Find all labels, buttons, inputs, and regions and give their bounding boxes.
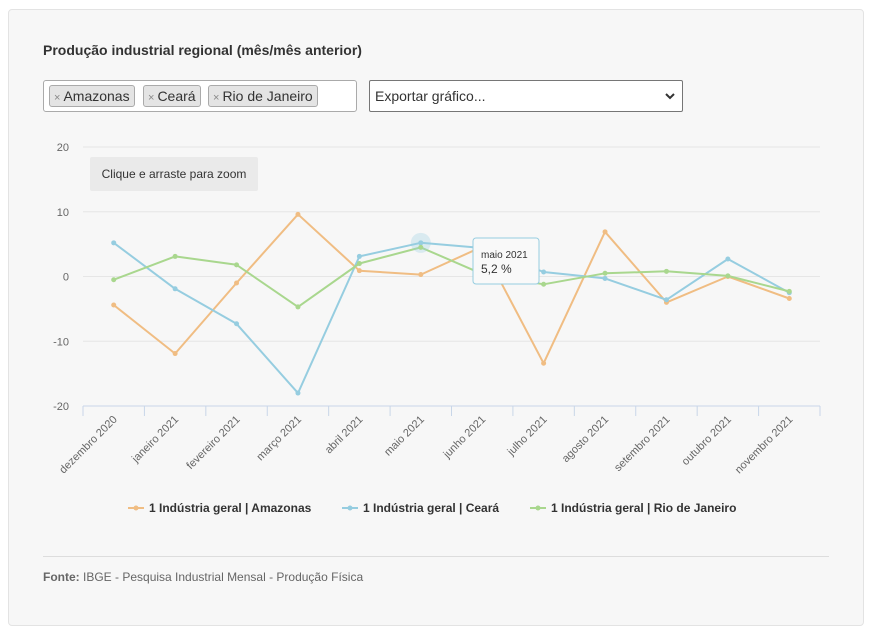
- data-point[interactable]: [418, 272, 424, 278]
- data-point[interactable]: [356, 261, 362, 267]
- data-point[interactable]: [663, 268, 669, 274]
- x-tick-label: julho 2021: [505, 414, 550, 459]
- export-select[interactable]: Exportar gráfico...: [369, 80, 683, 112]
- x-tick-label: dezembro 2020: [57, 414, 120, 477]
- tag-ceara[interactable]: × Ceará: [143, 85, 201, 107]
- tag-label: Amazonas: [63, 88, 130, 104]
- data-point[interactable]: [111, 240, 117, 246]
- tag-label: Rio de Janeiro: [222, 88, 313, 104]
- export-select-value: Exportar gráfico...: [375, 88, 486, 104]
- tag-label: Ceará: [157, 88, 196, 104]
- data-point[interactable]: [541, 281, 547, 287]
- legend-item-3[interactable]: 1 Indústria geral | Rio de Janeiro: [530, 501, 736, 515]
- data-point[interactable]: [111, 302, 117, 308]
- data-point[interactable]: [111, 277, 117, 283]
- data-point[interactable]: [295, 390, 301, 396]
- data-point[interactable]: [786, 296, 792, 302]
- data-point[interactable]: [541, 269, 547, 275]
- data-point[interactable]: [234, 280, 240, 286]
- data-point[interactable]: [295, 304, 301, 310]
- data-point[interactable]: [602, 229, 608, 235]
- data-point[interactable]: [541, 360, 547, 366]
- remove-icon[interactable]: ×: [148, 92, 155, 104]
- series-line-2[interactable]: [113, 241, 790, 395]
- data-point[interactable]: [172, 253, 178, 259]
- chevron-down-icon: [665, 93, 675, 100]
- zoom-hint: Clique e arraste para zoom: [90, 157, 258, 191]
- x-tick-label: maio 2021: [382, 414, 427, 459]
- remove-icon[interactable]: ×: [213, 92, 220, 104]
- data-point[interactable]: [172, 286, 178, 292]
- data-point[interactable]: [234, 321, 240, 327]
- x-tick-label: abril 2021: [323, 414, 366, 457]
- x-tick-label: fevereiro 2021: [184, 414, 242, 472]
- data-point[interactable]: [602, 270, 608, 276]
- data-point[interactable]: [725, 256, 731, 262]
- source-label: Fonte:: [43, 570, 80, 584]
- x-tick-label: outubro 2021: [680, 414, 734, 468]
- legend-label: 1 Indústria geral | Amazonas: [149, 501, 312, 515]
- legend-label: 1 Indústria geral | Ceará: [363, 501, 499, 515]
- series-line-3[interactable]: [113, 246, 790, 308]
- x-tick-label: junho 2021: [441, 414, 489, 462]
- legend-item-2[interactable]: 1 Indústria geral | Ceará: [342, 501, 499, 515]
- data-point[interactable]: [663, 297, 669, 303]
- source-text: IBGE - Pesquisa Industrial Mensal - Prod…: [83, 570, 364, 584]
- zoom-hint-text: Clique e arraste para zoom: [102, 167, 247, 181]
- tooltip-value: 5,2 %: [481, 262, 512, 276]
- data-point[interactable]: [418, 240, 424, 246]
- data-point[interactable]: [786, 288, 792, 294]
- data-point[interactable]: [602, 275, 608, 281]
- y-tick-label: 20: [57, 142, 69, 154]
- y-tick-label: -10: [53, 336, 69, 348]
- region-filter[interactable]: × Amazonas × Ceará × Rio de Janeiro: [43, 80, 357, 112]
- divider: [43, 556, 829, 557]
- data-point[interactable]: [725, 273, 731, 279]
- data-point[interactable]: [356, 253, 362, 259]
- source-note: Fonte: IBGE - Pesquisa Industrial Mensal…: [43, 570, 363, 584]
- x-tick-label: setembro 2021: [612, 414, 672, 474]
- data-point[interactable]: [295, 211, 301, 217]
- x-tick-label: janeiro 2021: [129, 414, 181, 466]
- tooltip-label: maio 2021: [481, 250, 528, 261]
- x-tick-label: março 2021: [255, 414, 305, 464]
- x-tick-label: agosto 2021: [560, 414, 611, 465]
- chart-title: Produção industrial regional (mês/mês an…: [43, 42, 362, 58]
- remove-icon[interactable]: ×: [54, 92, 61, 104]
- tag-amazonas[interactable]: × Amazonas: [49, 85, 135, 107]
- data-point[interactable]: [418, 244, 424, 250]
- tag-rio-de-janeiro[interactable]: × Rio de Janeiro: [208, 85, 318, 107]
- legend-item-1[interactable]: 1 Indústria geral | Amazonas: [128, 501, 312, 515]
- legend-label: 1 Indústria geral | Rio de Janeiro: [551, 501, 736, 515]
- y-tick-label: 0: [63, 272, 69, 284]
- y-tick-label: -20: [53, 401, 69, 413]
- tooltip: maio 2021 5,2 %: [472, 237, 540, 285]
- x-tick-label: novembro 2021: [733, 414, 796, 477]
- data-point[interactable]: [172, 351, 178, 357]
- data-point[interactable]: [356, 268, 362, 274]
- y-tick-label: 10: [57, 207, 69, 219]
- data-point[interactable]: [234, 262, 240, 268]
